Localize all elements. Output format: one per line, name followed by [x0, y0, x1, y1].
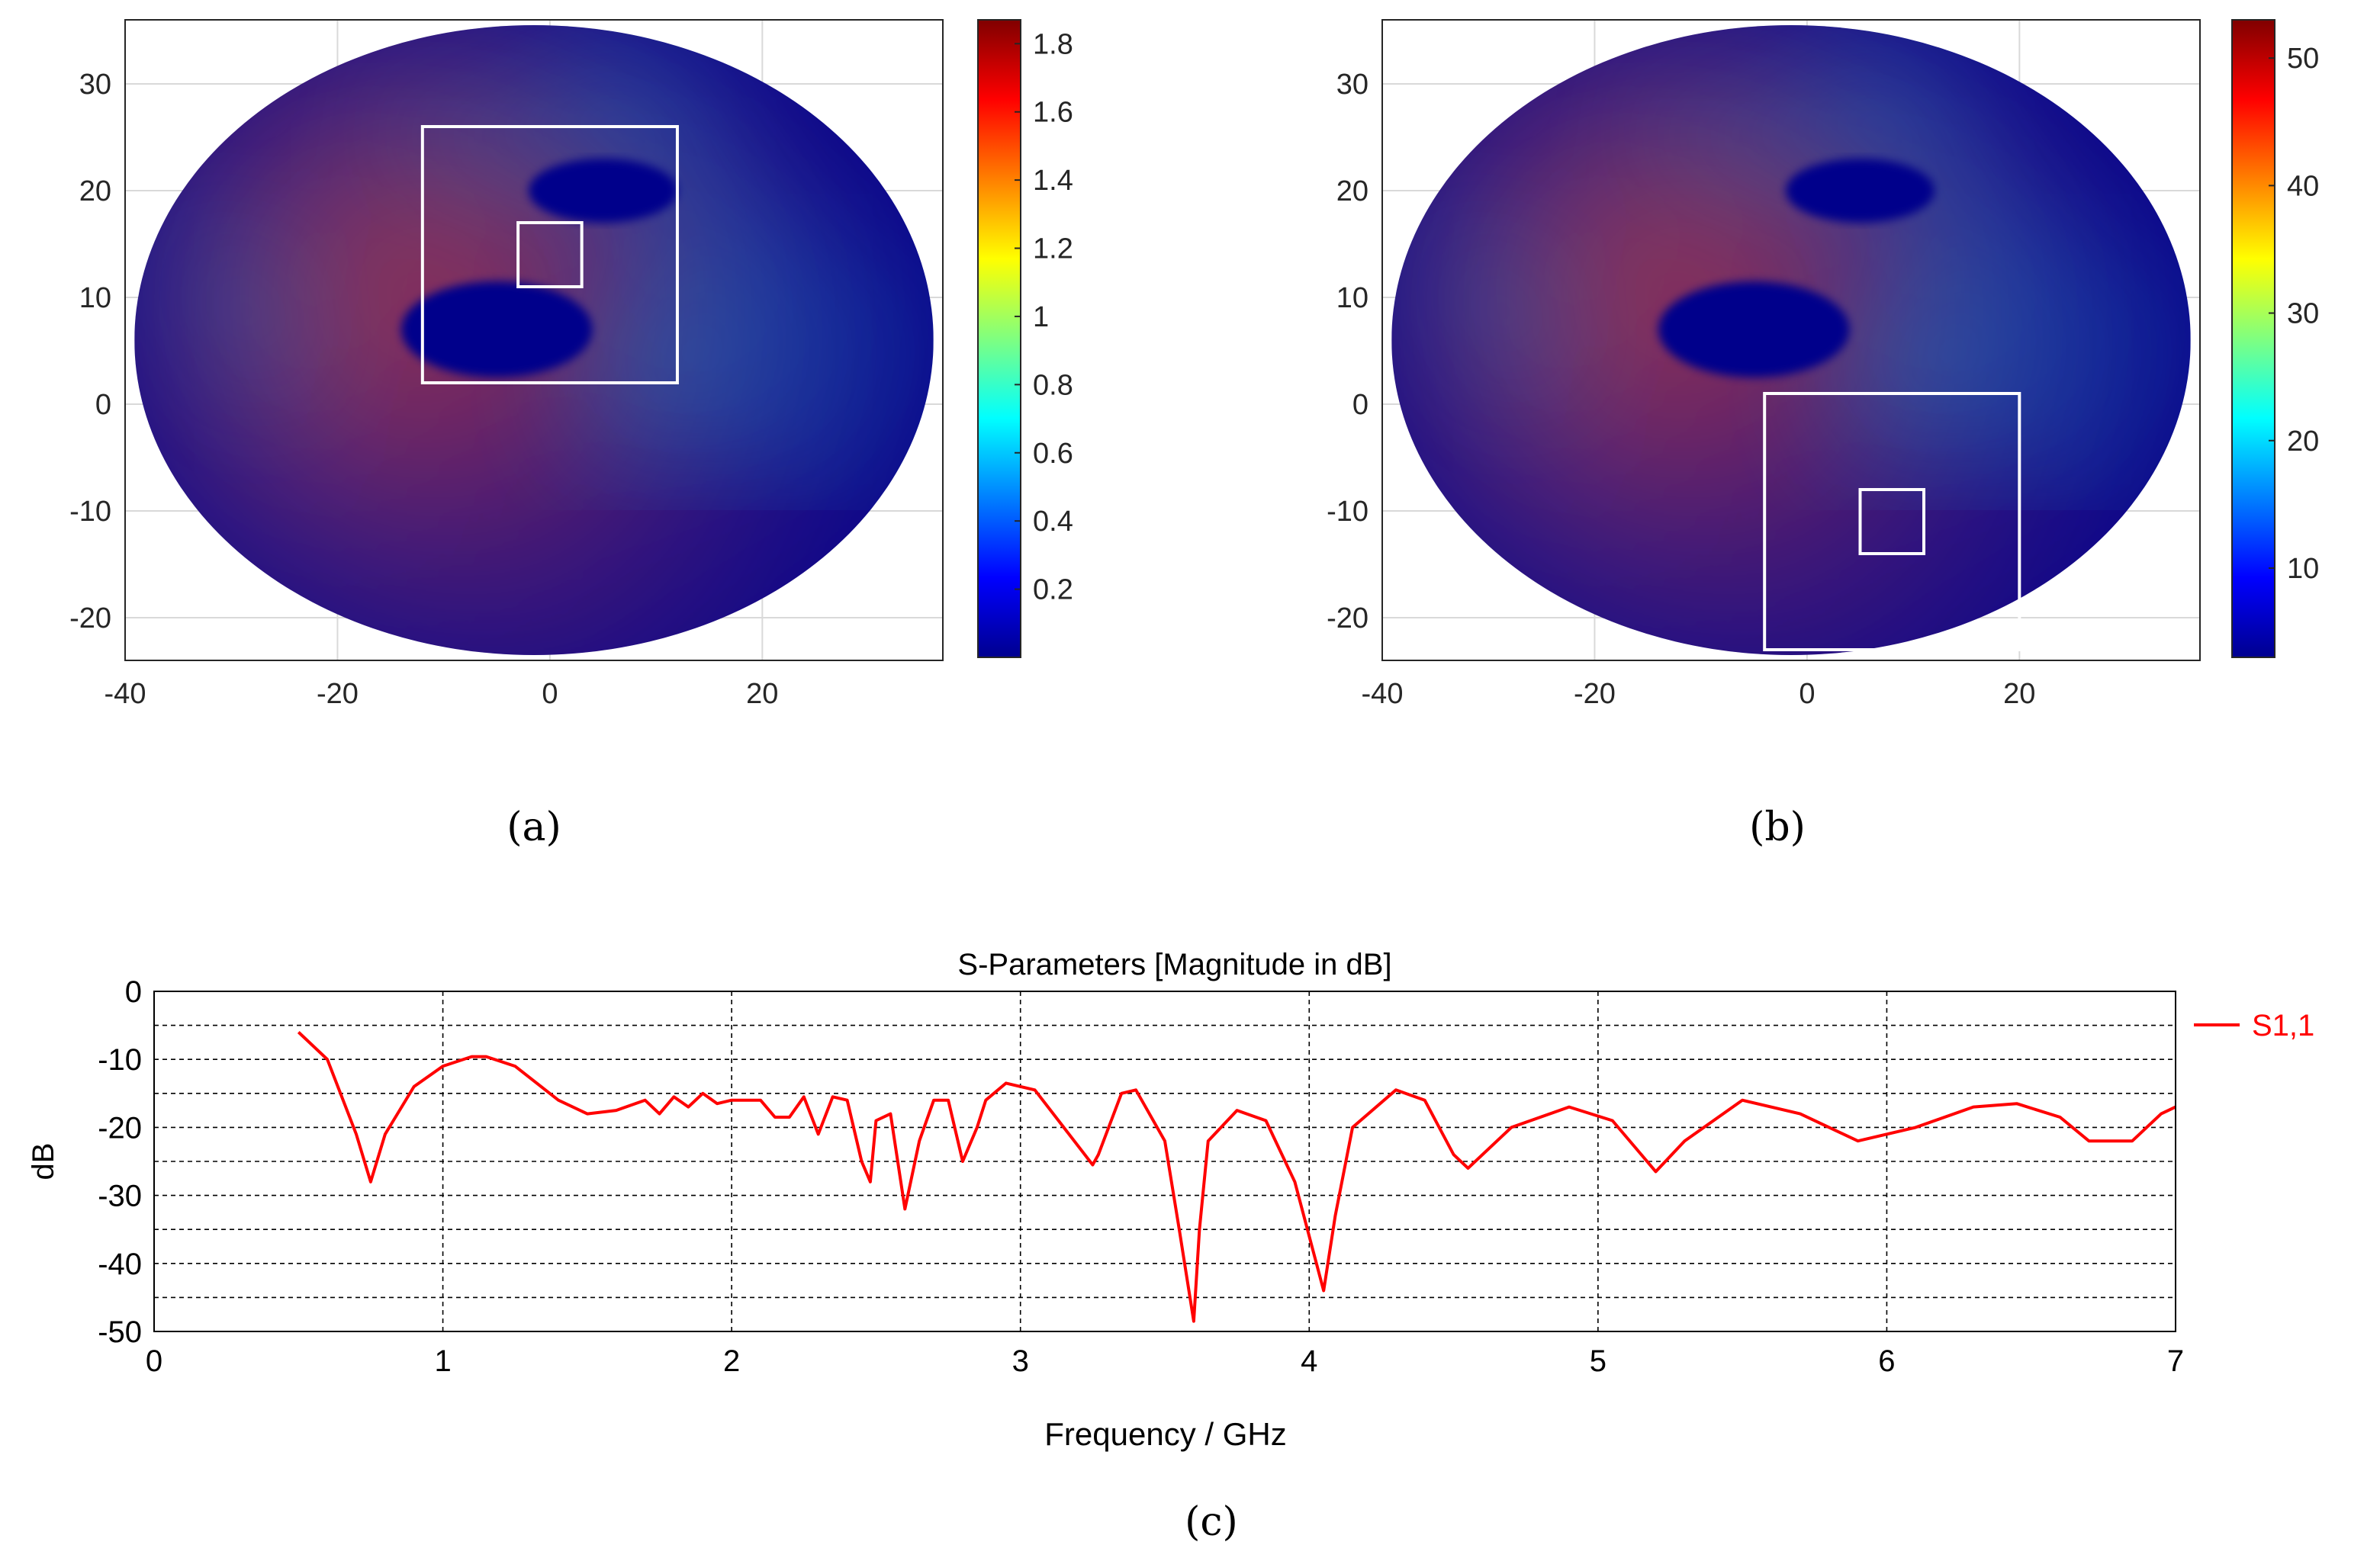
colorbar-tick-label-1: 40 [2287, 170, 2319, 202]
chart-c-title: S-Parameters [Magnitude in dB] [957, 948, 1391, 981]
colorbar-tick-label-0: 1.8 [1033, 28, 1073, 60]
legend: S1,1 [2194, 1009, 2314, 1042]
x-tick-label-2: 2 [723, 1344, 740, 1378]
colorbar-tick-label-5: 0.8 [1033, 369, 1073, 401]
y-tick-label-0: 30 [79, 69, 111, 101]
colorbar-tick-label-4: 1 [1033, 301, 1049, 333]
heat-values [1391, 25, 2191, 655]
colorbar-tick-label-2: 30 [2287, 298, 2319, 330]
roi-box-1 [1858, 488, 1926, 555]
colorbar-tick-label-7: 0.4 [1033, 506, 1073, 538]
cold-hole [1786, 159, 1935, 223]
y-tick-label-2: 10 [79, 282, 111, 314]
colorbar-tick-label-3: 1.2 [1033, 233, 1073, 265]
y-tick-label-3: 0 [95, 389, 111, 421]
legend-label-s11: S1,1 [2252, 1009, 2314, 1042]
panel-b-colorbar [2231, 19, 2275, 658]
y-tick-label-3: 0 [1352, 389, 1368, 421]
panel-a-colorbar [977, 19, 1021, 658]
x-tick-label-3: 20 [2003, 678, 2035, 710]
roi-box-0 [1763, 392, 2021, 651]
roi-box-1 [516, 221, 584, 288]
cold-hole [400, 281, 593, 377]
chart-c-ylabel: dB [27, 1143, 60, 1180]
x-tick-label-7: 7 [2167, 1344, 2184, 1378]
x-tick-label-6: 6 [1878, 1344, 1895, 1378]
panel-a-label: (a) [507, 805, 561, 850]
panel-b-ticks: -40 -20 0 20 30 20 10 0 -10 -20 [1327, 69, 2035, 710]
panel-c-label: (c) [1185, 1499, 1238, 1545]
colorbar-tick-label-0: 50 [2287, 43, 2319, 75]
colorbar-tick-label-6: 0.6 [1033, 438, 1073, 470]
x-tick-label-1: -20 [317, 678, 359, 710]
panel-b-colorbar-ticks: 50 40 30 20 10 [2269, 43, 2319, 585]
y-tick-label-4: -10 [1327, 496, 1368, 528]
x-tick-label-0: -40 [105, 678, 146, 710]
colorbar-tick-label-2: 1.4 [1033, 165, 1073, 197]
series-line-s11 [297, 1031, 2176, 1323]
colorbar-tick-label-4: 10 [2287, 553, 2319, 585]
cold-hole [1658, 281, 1850, 377]
chart-c-ticks: 0 1 2 3 4 5 6 7 0 -10 -20 -30 -40 -50 [98, 975, 2184, 1378]
panel-a-colorbar-ticks: 1.8 1.6 1.4 1.2 1 0.8 0.6 0.4 0.2 [1015, 28, 1073, 606]
colorbar-tick-label-3: 20 [2287, 426, 2319, 458]
y-tick-label-4: -40 [98, 1248, 142, 1281]
heatmap-panel-b: -40 -20 0 20 30 20 10 0 -10 -20 50 40 30 20 10 (b) [1327, 19, 2319, 850]
panel-b-axes-frame [1381, 19, 2201, 661]
x-tick-label-1: 1 [434, 1344, 451, 1378]
y-tick-label-1: 20 [79, 175, 111, 207]
x-tick-label-3: 20 [746, 678, 778, 710]
panel-b-label: (b) [1749, 805, 1806, 850]
x-tick-label-1: -20 [1574, 678, 1616, 710]
heatmap-panel-a: -40 -20 0 20 30 20 10 0 -10 -20 1.8 1.6 1.4 1.2 1 0.8 0… [69, 19, 1073, 850]
panel-b-roi-boxes [1763, 392, 2021, 651]
roi-box-0 [420, 125, 679, 384]
x-tick-label-0: -40 [1362, 678, 1404, 710]
panel-b-heat-disc [1391, 25, 2191, 655]
x-tick-label-4: 4 [1301, 1344, 1317, 1378]
y-tick-label-2: 10 [1336, 282, 1368, 314]
y-tick-label-3: -30 [98, 1180, 142, 1213]
y-tick-label-4: -10 [69, 496, 111, 528]
y-tick-label-2: -20 [98, 1111, 142, 1145]
x-tick-label-5: 5 [1590, 1344, 1606, 1378]
y-tick-label-5: -20 [1327, 602, 1368, 634]
colorbar-tick-label-1: 1.6 [1033, 97, 1073, 129]
y-tick-label-0: 0 [125, 975, 142, 1009]
x-tick-label-2: 0 [542, 678, 558, 710]
y-tick-label-5: -50 [98, 1315, 142, 1349]
panel-a-heat-disc [134, 25, 934, 655]
y-tick-label-1: -10 [98, 1043, 142, 1077]
colorbar-tick-label-8: 0.2 [1033, 574, 1073, 606]
chart-c-xlabel: Frequency / GHz [1044, 1416, 1286, 1452]
panel-a-axes-frame [124, 19, 944, 661]
x-tick-label-0: 0 [146, 1344, 162, 1378]
y-tick-label-1: 20 [1336, 175, 1368, 207]
cold-hole [529, 159, 677, 223]
x-tick-label-2: 0 [1799, 678, 1815, 710]
x-tick-label-3: 3 [1012, 1344, 1029, 1378]
panel-a-ticks: -40 -20 0 20 30 20 10 0 -10 -20 [69, 69, 778, 710]
panel-a-roi-boxes [420, 125, 679, 384]
y-tick-label-5: -20 [69, 602, 111, 634]
chart-c-frame [153, 991, 2176, 1332]
line-chart-panel-c: S-Parameters [Magnitude in dB] 0 1 2 3 4 5 6 70… [27, 948, 2314, 1545]
heat-values [134, 25, 934, 655]
y-tick-label-0: 30 [1336, 69, 1368, 101]
